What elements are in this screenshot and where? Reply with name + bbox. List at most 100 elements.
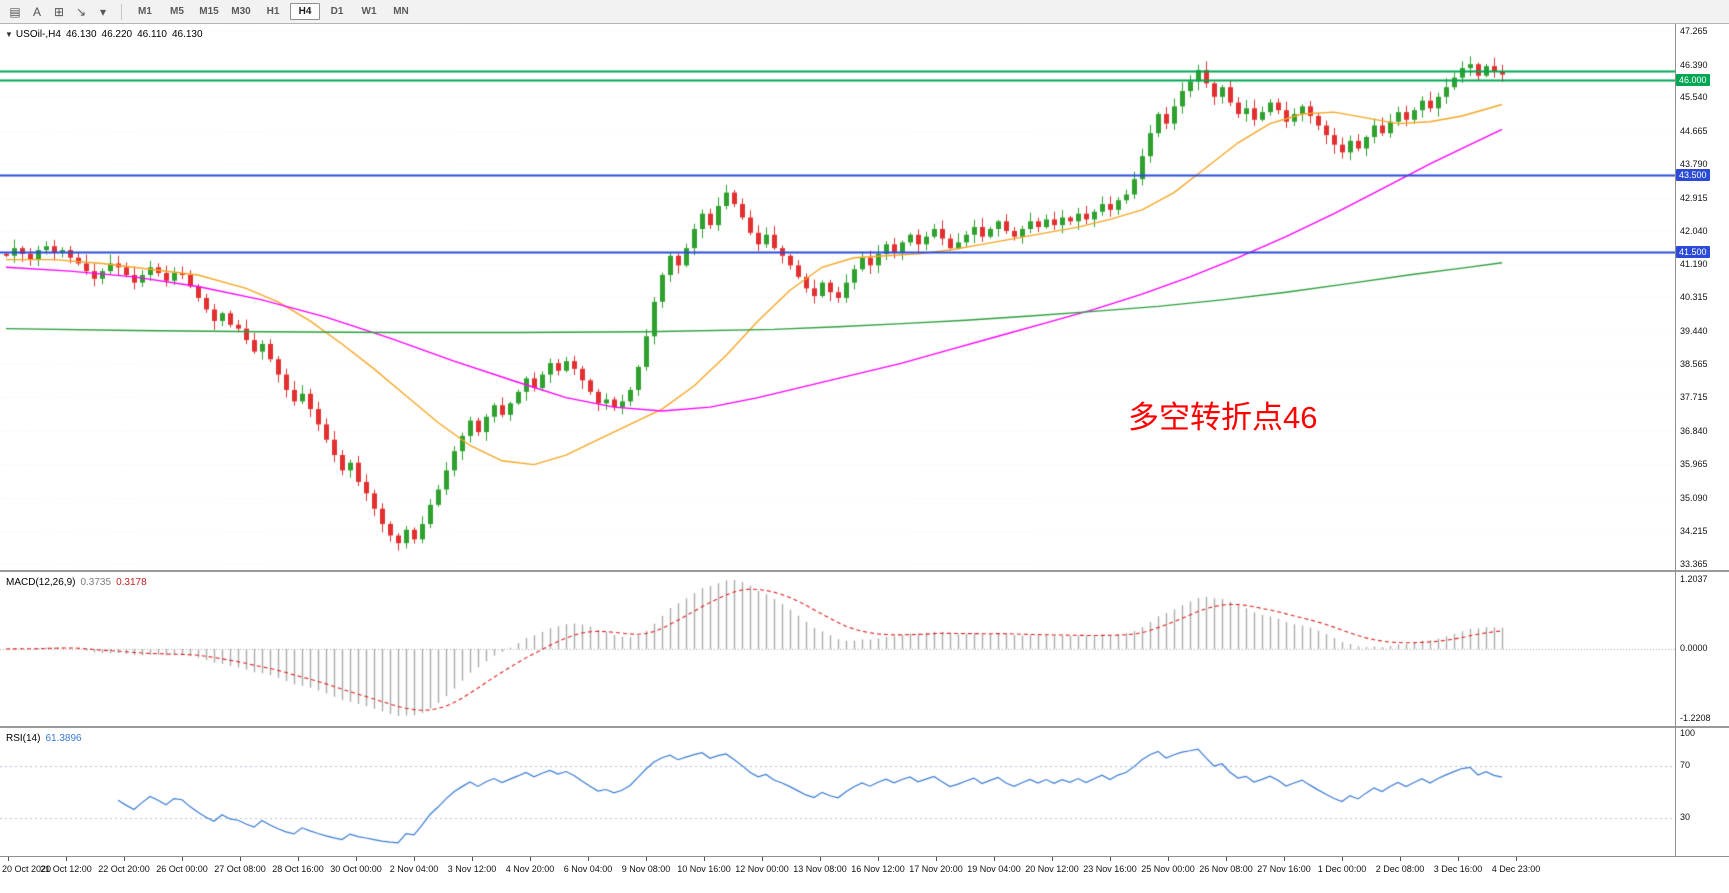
time-axis-tick xyxy=(240,857,241,861)
macd-signal-value: 0.3178 xyxy=(116,577,147,588)
time-axis-label: 20 Nov 12:00 xyxy=(1025,864,1079,874)
time-axis-tick xyxy=(1342,857,1343,861)
price-axis-tick: 40.315 xyxy=(1680,292,1708,303)
indicator-axis-tick: 0.0000 xyxy=(1680,643,1708,653)
indicator-axis-tick: 30 xyxy=(1680,811,1691,822)
time-axis-label: 10 Nov 16:00 xyxy=(677,864,731,874)
rsi-panel-canvas[interactable] xyxy=(0,728,1675,856)
tf-button-m15[interactable]: M15 xyxy=(199,6,219,17)
price-level-tag: 41.500 xyxy=(1676,245,1710,258)
ohlc-low: 46.110 xyxy=(137,29,167,40)
time-axis[interactable]: 20 Oct 2020 21 Oct 12:00 22 Oct 20:00 26 Oc… xyxy=(0,856,1729,893)
shapes-tool-icon[interactable]: ⊞ xyxy=(53,4,65,19)
indicator-axis-tick: 70 xyxy=(1680,760,1691,771)
macd-label: MACD(12,26,9) 0.3735 0.3178 xyxy=(6,577,147,588)
toolbar-icons: ▤ A ⊞ ↘ ▾ xyxy=(4,5,114,19)
price-axis-tick: 34.215 xyxy=(1680,526,1708,537)
time-axis-label: 26 Oct 00:00 xyxy=(156,864,208,874)
time-axis-label: 4 Nov 20:00 xyxy=(505,864,555,874)
main-chart-canvas[interactable] xyxy=(0,24,1675,570)
time-axis-tick xyxy=(1400,857,1401,861)
tf-button-mn[interactable]: MN xyxy=(393,6,409,17)
tf-button-d1[interactable]: D1 xyxy=(330,6,344,17)
macd-panel-canvas[interactable] xyxy=(0,572,1675,726)
time-axis-tick xyxy=(820,857,821,861)
tf-button-h1[interactable]: H1 xyxy=(266,6,280,17)
time-axis-label: 6 Nov 04:00 xyxy=(563,864,613,874)
time-axis-tick xyxy=(1052,857,1053,861)
tf-button-h4[interactable]: H4 xyxy=(290,3,320,20)
tf-button-m5[interactable]: M5 xyxy=(170,6,184,17)
time-axis-label: 2 Nov 04:00 xyxy=(389,864,439,874)
time-axis-tick xyxy=(762,857,763,861)
macd-main-value: 0.3735 xyxy=(80,577,112,588)
dropdown-caret-icon[interactable]: ▾ xyxy=(99,4,107,19)
rsi-label: RSI(14) 61.3896 xyxy=(6,733,82,744)
chart-header: ▼ USOil-,H4 46.130 46.220 46.110 46.130 xyxy=(5,29,208,40)
price-axis-tick: 42.040 xyxy=(1680,226,1708,237)
time-axis-tick xyxy=(1284,857,1285,861)
time-axis-label: 27 Nov 16:00 xyxy=(1257,864,1311,874)
price-axis-tick: 35.090 xyxy=(1680,492,1708,503)
time-axis-label: 23 Nov 16:00 xyxy=(1083,864,1137,874)
time-axis-label: 1 Dec 00:00 xyxy=(1317,864,1367,874)
time-axis-tick xyxy=(994,857,995,861)
time-axis-label: 4 Dec 23:00 xyxy=(1491,864,1541,874)
time-axis-tick xyxy=(356,857,357,861)
panel-splitter[interactable] xyxy=(0,726,1729,728)
time-axis-label: 26 Nov 08:00 xyxy=(1199,864,1253,874)
price-level-tag: 46.000 xyxy=(1676,73,1710,86)
time-axis-tick xyxy=(588,857,589,861)
time-axis-tick xyxy=(646,857,647,861)
time-axis-tick xyxy=(878,857,879,861)
tf-button-w1[interactable]: W1 xyxy=(361,6,377,17)
time-axis-tick xyxy=(1168,857,1169,861)
price-axis-tick: 46.390 xyxy=(1680,59,1708,70)
time-axis-tick xyxy=(414,857,415,861)
text-tool-icon[interactable]: A xyxy=(32,4,41,19)
window-menu-icon[interactable]: ▤ xyxy=(9,4,21,19)
indicator-axis-tick: 1.2037 xyxy=(1680,574,1708,584)
time-axis-label: 27 Oct 08:00 xyxy=(214,864,266,874)
time-axis-label: 2 Dec 08:00 xyxy=(1375,864,1425,874)
symbol-label: USOil-,H4 xyxy=(15,29,61,40)
time-axis-tick xyxy=(182,857,183,861)
time-axis-label: 22 Oct 20:00 xyxy=(98,864,150,874)
panel-splitter[interactable] xyxy=(0,570,1729,572)
time-axis-tick xyxy=(8,857,9,861)
time-axis-label: 30 Oct 00:00 xyxy=(330,864,382,874)
time-axis-label: 17 Nov 20:00 xyxy=(909,864,963,874)
ohlc-high: 46.220 xyxy=(101,29,133,40)
price-level-tag: 43.500 xyxy=(1676,169,1710,182)
ohlc-close: 46.130 xyxy=(171,29,203,40)
time-axis-label: 12 Nov 00:00 xyxy=(735,864,789,874)
toolbar-separator xyxy=(121,3,122,20)
time-axis-tick xyxy=(1516,857,1517,861)
time-axis-tick xyxy=(936,857,937,861)
time-axis-label: 13 Nov 08:00 xyxy=(793,864,847,874)
toolbar: ▤ A ⊞ ↘ ▾ M1 M5 M15 M30 H1 H4 D1 W1 MN xyxy=(0,0,1729,24)
rsi-value: 61.3896 xyxy=(45,733,82,744)
time-axis-tick xyxy=(1110,857,1111,861)
time-axis-tick xyxy=(1458,857,1459,861)
price-axis-tick: 37.715 xyxy=(1680,392,1708,402)
collapse-triangle-icon[interactable]: ▼ xyxy=(5,30,13,39)
time-axis-tick xyxy=(66,857,67,861)
indicator-axis-tick: 100 xyxy=(1680,728,1696,738)
price-axis-tick: 38.565 xyxy=(1680,359,1708,370)
ohlc-open: 46.130 xyxy=(65,29,97,40)
price-axis-tick: 41.190 xyxy=(1680,258,1708,269)
time-axis-tick xyxy=(1226,857,1227,861)
indicator-axis-tick: -1.2208 xyxy=(1680,713,1711,723)
price-axis-tick: 42.915 xyxy=(1680,192,1708,203)
tf-button-m1[interactable]: M1 xyxy=(138,6,152,17)
arrow-tool-icon[interactable]: ↘ xyxy=(75,4,87,19)
time-axis-label: 21 Oct 12:00 xyxy=(40,864,92,874)
tf-button-m30[interactable]: M30 xyxy=(231,6,251,17)
chart-annotation: 多空转折点46 xyxy=(1128,400,1318,435)
price-axis-tick: 44.665 xyxy=(1680,125,1708,136)
price-axis-separator xyxy=(1675,24,1676,856)
price-axis-tick: 39.440 xyxy=(1680,325,1708,336)
price-axis-tick: 33.365 xyxy=(1680,558,1708,569)
price-axis-tick: 35.965 xyxy=(1680,459,1708,470)
